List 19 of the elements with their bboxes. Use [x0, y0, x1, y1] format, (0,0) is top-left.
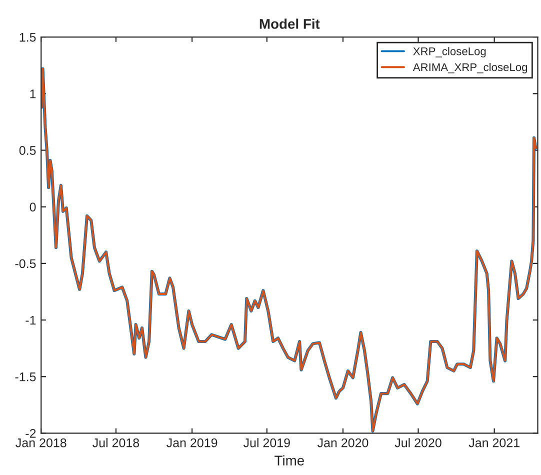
x-tick-label: Jan 2020 — [317, 438, 368, 448]
y-tick-label: 0 — [30, 202, 36, 212]
legend-label: XRP_closeLog — [413, 47, 486, 58]
x-tick-label: Jan 2019 — [166, 438, 218, 448]
x-tick-label: Jan 2021 — [468, 438, 520, 448]
y-tick-label: -0.5 — [15, 259, 36, 268]
y-tick-label: -1 — [26, 316, 36, 325]
y-tick-label: 1.5 — [20, 32, 36, 42]
x-tick-label: Jul 2018 — [92, 438, 140, 448]
x-axis-title: Time — [274, 455, 304, 466]
x-tick-label: Jul 2020 — [394, 438, 442, 448]
y-tick-label: -1.5 — [15, 372, 36, 382]
chart-title: Model Fit — [260, 18, 320, 29]
y-tick-label: 1 — [30, 90, 36, 98]
legend-label: ARIMA_XRP_closeLog — [412, 62, 528, 74]
y-tick-label: -2 — [26, 429, 36, 438]
x-tick-label: Jul 2019 — [243, 438, 290, 448]
y-tick-label: 0.5 — [19, 146, 36, 155]
x-tick-label: Jan 2018 — [16, 438, 66, 448]
